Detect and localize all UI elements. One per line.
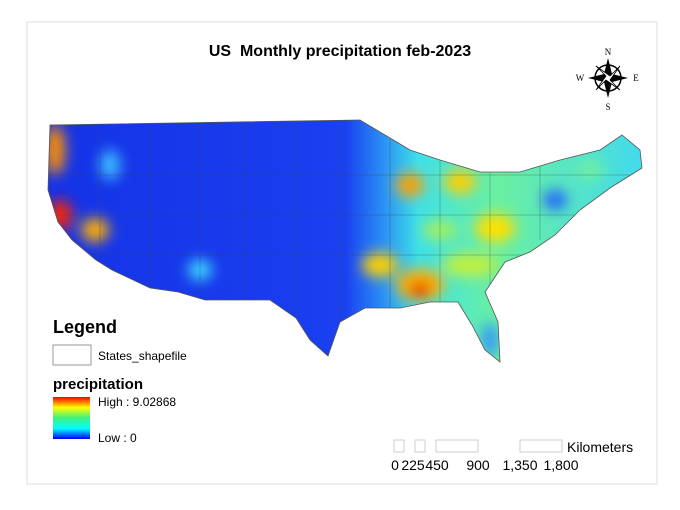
scale-bar: Kilometers 0 225 450 900 1,350 1,800 bbox=[391, 439, 633, 473]
state-borders bbox=[50, 125, 640, 322]
compass-n: N bbox=[605, 47, 612, 57]
scale-label: 1,350 bbox=[502, 457, 537, 473]
compass-w: W bbox=[576, 73, 585, 83]
scale-label: 1,800 bbox=[543, 457, 578, 473]
scale-label: 900 bbox=[466, 457, 490, 473]
scale-label: 0 bbox=[391, 457, 399, 473]
legend-color-ramp bbox=[53, 397, 90, 439]
compass-star-inner bbox=[595, 65, 621, 91]
scale-unit: Kilometers bbox=[567, 439, 633, 455]
legend-title: Legend bbox=[53, 317, 117, 337]
legend-raster-name: precipitation bbox=[53, 376, 143, 393]
legend-layer-label: States_shapefile bbox=[98, 349, 187, 363]
scale-segment bbox=[393, 439, 405, 453]
legend-layer-swatch bbox=[52, 344, 92, 366]
compass-e: E bbox=[633, 73, 639, 83]
scale-segment bbox=[435, 439, 479, 453]
legend-low: Low : 0 bbox=[98, 431, 137, 445]
map-title: US Monthly precipitation feb-2023 bbox=[209, 43, 471, 60]
compass: N S E W bbox=[576, 47, 640, 112]
scale-segment bbox=[414, 439, 426, 453]
scale-label: 225 bbox=[401, 457, 425, 473]
scale-segment bbox=[519, 439, 563, 453]
legend: Legend States_shapefile precipitation Hi… bbox=[52, 317, 187, 445]
compass-s: S bbox=[605, 102, 610, 112]
scale-label: 450 bbox=[425, 457, 449, 473]
legend-high: High : 9.02868 bbox=[98, 395, 176, 409]
